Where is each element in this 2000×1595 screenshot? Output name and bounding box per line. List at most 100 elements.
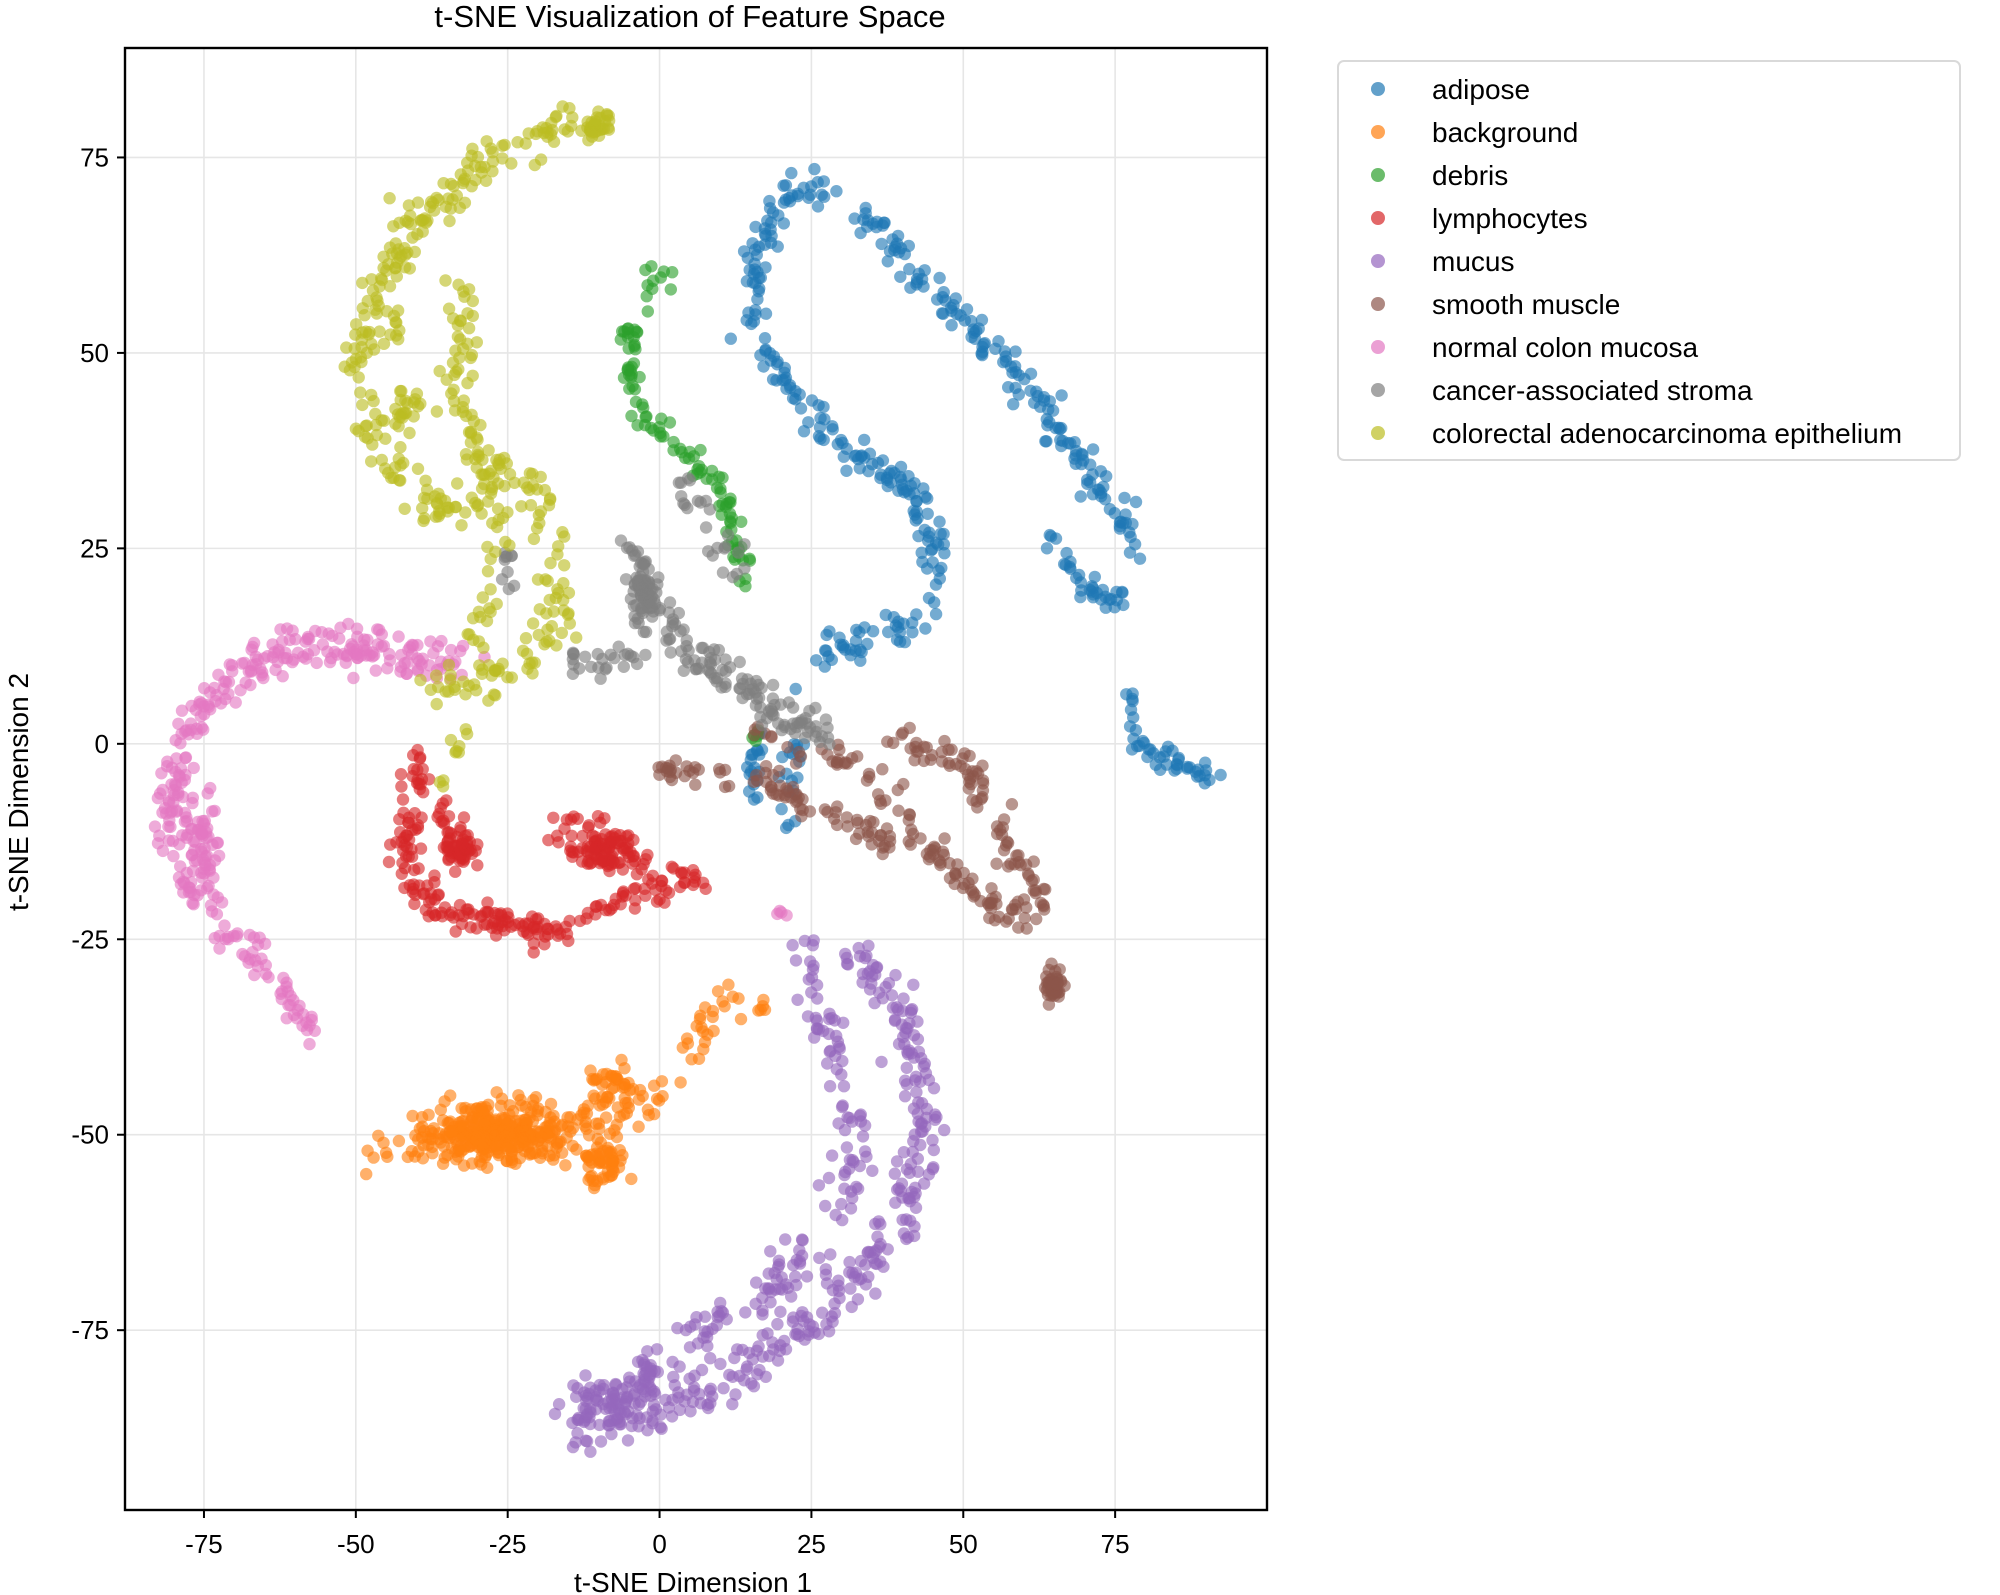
data-point [601, 1144, 614, 1158]
data-point [451, 477, 464, 490]
data-point [274, 623, 287, 636]
data-point [552, 540, 565, 553]
data-point [187, 761, 200, 775]
data-point [403, 426, 416, 440]
data-point [900, 1021, 913, 1035]
data-point [929, 578, 943, 591]
data-point [1039, 883, 1052, 896]
data-point [155, 767, 168, 780]
data-point [365, 273, 378, 286]
data-point [1108, 601, 1121, 614]
data-point [688, 761, 702, 774]
data-point [653, 893, 666, 906]
y-axis-ticks: 75 50 25 0 -25 -50 -75 [71, 142, 125, 1345]
data-point [238, 656, 251, 670]
data-point [962, 876, 975, 890]
data-point [259, 967, 273, 981]
data-point [750, 744, 764, 757]
data-point [837, 450, 850, 463]
data-point [901, 1045, 914, 1059]
data-point [805, 394, 819, 407]
data-point [866, 958, 880, 972]
data-point [1074, 490, 1087, 503]
data-point [377, 1136, 390, 1150]
data-point [481, 565, 495, 578]
legend-marker [1371, 82, 1385, 96]
data-point [464, 436, 478, 449]
data-point [673, 880, 687, 894]
data-point [185, 823, 198, 836]
data-point [945, 319, 958, 332]
data-point [992, 910, 1006, 923]
data-point [287, 653, 300, 666]
data-point [599, 1156, 612, 1170]
data-point [508, 476, 521, 489]
data-point [833, 1042, 846, 1056]
data-point [413, 782, 426, 796]
data-point [1129, 495, 1143, 509]
data-point [720, 497, 733, 511]
data-point [424, 683, 437, 696]
data-point [325, 651, 338, 665]
data-point [828, 1297, 841, 1310]
data-point [436, 780, 450, 793]
data-point [501, 506, 514, 519]
data-point [881, 735, 894, 748]
x-axis-title: t-SNE Dimension 1 [574, 1567, 812, 1595]
data-point [714, 1357, 727, 1371]
data-point [743, 552, 756, 565]
data-point [1040, 413, 1054, 426]
data-point [406, 1109, 419, 1123]
data-point [333, 632, 346, 645]
data-point [584, 1445, 597, 1458]
data-point [558, 530, 571, 543]
data-point [383, 280, 397, 293]
data-point [726, 570, 740, 584]
data-point [490, 597, 503, 611]
data-point [400, 667, 413, 680]
data-point [793, 1329, 806, 1343]
legend-marker [1371, 426, 1385, 440]
data-point [208, 681, 221, 695]
data-point [723, 1368, 736, 1382]
data-point [905, 1004, 918, 1017]
data-point [492, 665, 505, 678]
legend-label: debris [1432, 160, 1508, 191]
data-point [542, 833, 555, 847]
data-point [153, 787, 167, 800]
data-point [646, 282, 659, 295]
data-point [990, 820, 1004, 833]
data-point [812, 1179, 826, 1192]
data-point [422, 773, 436, 786]
data-point [501, 565, 514, 579]
data-point [621, 1434, 635, 1447]
data-point [866, 625, 880, 638]
data-point [938, 547, 951, 560]
data-point [847, 1155, 860, 1169]
data-point [714, 482, 727, 495]
data-point [433, 364, 446, 378]
data-point [746, 237, 759, 250]
data-point [636, 398, 649, 411]
data-point [641, 1345, 654, 1358]
data-point [906, 827, 920, 841]
data-point [838, 1168, 851, 1182]
data-point [1129, 724, 1143, 737]
data-point [393, 251, 406, 265]
data-point [1012, 921, 1025, 934]
data-point [571, 812, 584, 825]
data-point [517, 1135, 530, 1148]
data-point [366, 284, 380, 297]
data-point [434, 801, 447, 815]
data-point [598, 812, 611, 825]
data-point [862, 464, 875, 478]
data-point [863, 814, 877, 828]
data-point [910, 608, 923, 621]
data-point [791, 189, 805, 203]
data-point [795, 1233, 809, 1246]
data-point [839, 756, 852, 769]
data-point [903, 1166, 916, 1180]
data-point [470, 461, 483, 474]
data-point [594, 898, 608, 912]
data-point [384, 328, 397, 341]
